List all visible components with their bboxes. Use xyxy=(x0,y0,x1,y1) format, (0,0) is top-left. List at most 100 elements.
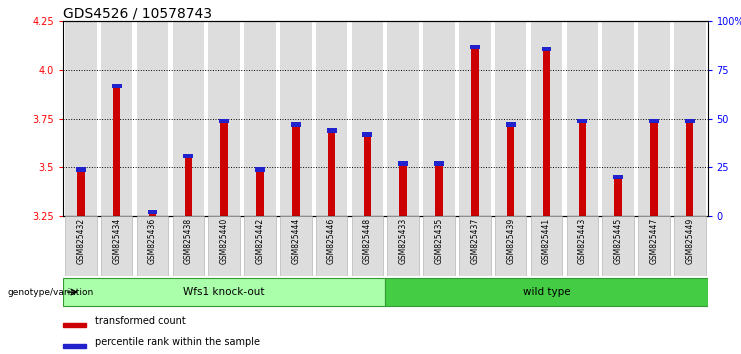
Bar xyxy=(147,210,157,215)
Text: wild type: wild type xyxy=(522,287,571,297)
Text: GSM825444: GSM825444 xyxy=(291,218,300,264)
Bar xyxy=(149,210,156,216)
Bar xyxy=(638,21,670,216)
Bar xyxy=(649,119,659,123)
Bar xyxy=(245,21,276,216)
Text: GSM825442: GSM825442 xyxy=(256,218,265,264)
Bar xyxy=(614,175,622,216)
Bar xyxy=(471,45,479,216)
Text: percentile rank within the sample: percentile rank within the sample xyxy=(95,337,260,347)
Bar xyxy=(674,21,705,216)
Bar xyxy=(531,216,562,276)
Bar xyxy=(385,278,708,306)
Bar xyxy=(579,119,586,216)
Bar xyxy=(685,119,694,123)
Bar xyxy=(352,216,383,276)
Bar xyxy=(650,119,658,216)
Bar xyxy=(208,216,240,276)
Bar xyxy=(63,323,85,327)
Bar xyxy=(399,161,408,166)
Bar xyxy=(434,161,444,166)
Bar xyxy=(459,21,491,216)
Bar xyxy=(686,119,694,216)
Text: GSM825447: GSM825447 xyxy=(649,218,659,264)
Text: GSM825445: GSM825445 xyxy=(614,218,622,264)
Bar xyxy=(292,122,299,216)
Text: GSM825439: GSM825439 xyxy=(506,218,515,264)
Text: GSM825448: GSM825448 xyxy=(363,218,372,264)
Bar xyxy=(63,278,385,306)
Bar xyxy=(674,216,705,276)
Bar xyxy=(173,216,204,276)
Text: GSM825440: GSM825440 xyxy=(219,218,229,264)
Text: GSM825434: GSM825434 xyxy=(112,218,122,264)
Bar xyxy=(542,46,551,216)
Bar xyxy=(459,216,491,276)
Text: GSM825446: GSM825446 xyxy=(327,218,336,264)
Bar xyxy=(495,21,526,216)
Bar xyxy=(638,216,670,276)
Text: GSM825433: GSM825433 xyxy=(399,218,408,264)
Bar xyxy=(280,21,311,216)
Bar xyxy=(577,119,587,123)
Bar xyxy=(220,119,228,216)
Text: GDS4526 / 10578743: GDS4526 / 10578743 xyxy=(63,6,212,20)
Text: GSM825437: GSM825437 xyxy=(471,218,479,264)
Bar xyxy=(173,21,204,216)
Bar xyxy=(423,21,455,216)
Text: GSM825435: GSM825435 xyxy=(434,218,444,264)
Bar xyxy=(65,21,96,216)
Bar xyxy=(352,21,383,216)
Bar xyxy=(63,344,85,348)
Text: transformed count: transformed count xyxy=(95,316,186,326)
Bar xyxy=(567,216,598,276)
Text: GSM825449: GSM825449 xyxy=(685,218,694,264)
Bar xyxy=(112,84,122,88)
Text: GSM825443: GSM825443 xyxy=(578,218,587,264)
Bar xyxy=(316,21,348,216)
Bar xyxy=(362,132,372,137)
Bar xyxy=(280,216,311,276)
Bar xyxy=(245,216,276,276)
Text: GSM825436: GSM825436 xyxy=(148,218,157,264)
Bar xyxy=(219,119,229,123)
Bar xyxy=(388,216,419,276)
Bar xyxy=(531,21,562,216)
Bar xyxy=(65,216,96,276)
Bar xyxy=(435,161,443,216)
Bar xyxy=(423,216,455,276)
Bar xyxy=(507,122,514,216)
Bar xyxy=(256,167,264,216)
Bar xyxy=(113,84,121,216)
Bar xyxy=(137,21,168,216)
Bar xyxy=(399,161,407,216)
Text: GSM825432: GSM825432 xyxy=(76,218,85,264)
Text: Wfs1 knock-out: Wfs1 knock-out xyxy=(184,287,265,297)
Bar xyxy=(567,21,598,216)
Bar xyxy=(208,21,240,216)
Bar xyxy=(388,21,419,216)
Bar xyxy=(614,175,623,179)
Bar xyxy=(185,154,192,216)
Bar xyxy=(495,216,526,276)
Bar xyxy=(327,128,336,133)
Text: GSM825438: GSM825438 xyxy=(184,218,193,264)
Bar xyxy=(602,21,634,216)
Bar xyxy=(470,45,479,49)
Bar xyxy=(316,216,348,276)
Bar xyxy=(291,122,301,127)
Bar xyxy=(506,122,516,127)
Bar xyxy=(542,46,551,51)
Text: genotype/variation: genotype/variation xyxy=(7,287,93,297)
Bar xyxy=(101,21,133,216)
Bar xyxy=(602,216,634,276)
Bar xyxy=(328,128,336,216)
Bar xyxy=(76,167,86,172)
Bar xyxy=(101,216,133,276)
Bar xyxy=(77,167,84,216)
Bar xyxy=(255,167,265,172)
Text: GSM825441: GSM825441 xyxy=(542,218,551,264)
Bar xyxy=(184,154,193,158)
Bar xyxy=(364,132,371,216)
Bar xyxy=(137,216,168,276)
